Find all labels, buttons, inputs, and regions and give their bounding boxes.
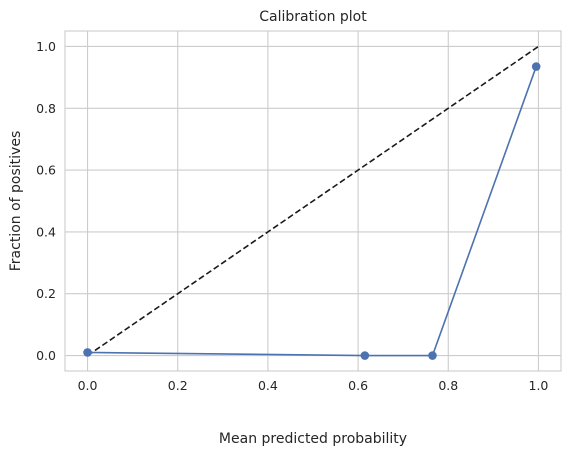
y-tick-label: 0.2	[36, 286, 56, 301]
y-axis-label: Fraction of positives	[8, 131, 24, 272]
calibration-point	[83, 348, 92, 357]
calibration-curve-line	[87, 66, 537, 357]
x-tick-label: 0.4	[258, 378, 278, 393]
series-layer	[83, 45, 541, 360]
y-tick-label: 0.6	[36, 163, 56, 178]
y-tick-label: 0.8	[36, 101, 56, 116]
calibration-point	[428, 351, 437, 360]
y-tick-label: 1.0	[36, 39, 56, 54]
grid	[65, 31, 561, 371]
perfect-calibration-line	[87, 45, 539, 357]
x-tick-label: 1.0	[529, 378, 549, 393]
x-axis-label: Mean predicted probability	[219, 431, 407, 447]
y-tick-label: 0.4	[36, 224, 56, 239]
x-tick-label: 0.2	[168, 378, 188, 393]
x-tick-label: 0.6	[348, 378, 368, 393]
x-tick-label: 0.8	[438, 378, 458, 393]
plot-frame	[64, 30, 562, 372]
chart-title: Calibration plot	[259, 9, 367, 25]
calibration-point	[531, 62, 541, 71]
x-axis-ticks: 0.0 0.2 0.4 0.6 0.8 1.0	[78, 378, 549, 393]
y-axis-ticks: 0.0 0.2 0.4 0.6 0.8 1.0	[36, 39, 56, 363]
y-tick-label: 0.0	[36, 348, 56, 363]
calibration-point	[360, 351, 370, 360]
x-tick-label: 0.0	[78, 378, 98, 393]
